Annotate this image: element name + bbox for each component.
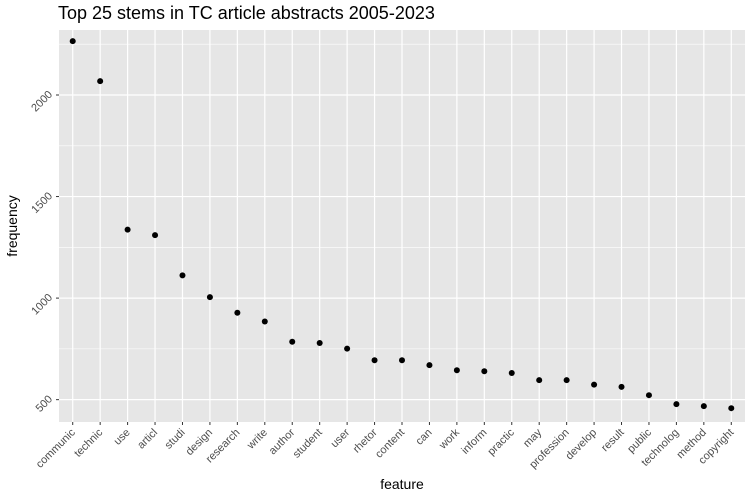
- data-points: [69, 38, 735, 412]
- x-tick-label: inform: [459, 427, 489, 457]
- data-point-can: [426, 362, 433, 369]
- y-tick-label: 2000: [29, 89, 55, 115]
- grid-major: [59, 30, 745, 422]
- data-point-studi: [179, 272, 186, 279]
- x-tick-label: articl: [135, 427, 160, 452]
- data-point-profession: [563, 377, 570, 384]
- x-tick-label: technic: [72, 426, 105, 459]
- x-tick-label: result: [599, 427, 627, 455]
- data-point-develop: [591, 381, 598, 388]
- data-point-rhetor: [371, 357, 378, 364]
- x-axis-title: feature: [380, 476, 424, 492]
- x-tick-label: practic: [485, 426, 517, 458]
- x-tick-label: communic: [34, 426, 78, 470]
- chart-title: Top 25 stems in TC article abstracts 200…: [58, 3, 435, 23]
- data-point-design: [206, 294, 213, 301]
- data-point-work: [453, 367, 460, 374]
- data-point-result: [618, 383, 625, 390]
- data-point-write: [261, 318, 268, 325]
- x-tick-label: content: [373, 427, 407, 461]
- x-tick-label: develop: [563, 427, 599, 463]
- y-axis-ticks: 500 1000 1500 2000: [29, 89, 59, 415]
- data-point-technic: [97, 78, 104, 85]
- x-tick-label: student: [291, 427, 325, 461]
- x-tick-label: use: [112, 427, 133, 448]
- data-point-student: [316, 339, 323, 346]
- data-point-content: [399, 357, 405, 364]
- data-point-may: [536, 377, 543, 384]
- data-point-method: [700, 403, 707, 410]
- x-tick-label: can: [414, 427, 435, 448]
- data-point-public: [645, 392, 652, 399]
- data-point-use: [124, 226, 131, 233]
- data-point-technolog: [673, 401, 680, 408]
- x-tick-label: may: [521, 426, 545, 450]
- data-point-inform: [481, 368, 488, 375]
- data-point-articl: [152, 232, 159, 239]
- y-tick-label: 1000: [29, 292, 55, 318]
- data-point-research: [234, 309, 241, 316]
- x-tick-label: studi: [163, 427, 188, 452]
- data-point-practic: [508, 370, 515, 377]
- y-tick-label: 500: [34, 393, 55, 414]
- y-tick-label: 1500: [29, 190, 55, 216]
- data-point-copyright: [728, 405, 735, 412]
- y-axis-title: frequency: [4, 195, 20, 256]
- data-point-communic: [69, 38, 76, 45]
- data-point-user: [344, 345, 351, 352]
- x-tick-label: user: [329, 426, 353, 450]
- data-point-author: [289, 338, 296, 345]
